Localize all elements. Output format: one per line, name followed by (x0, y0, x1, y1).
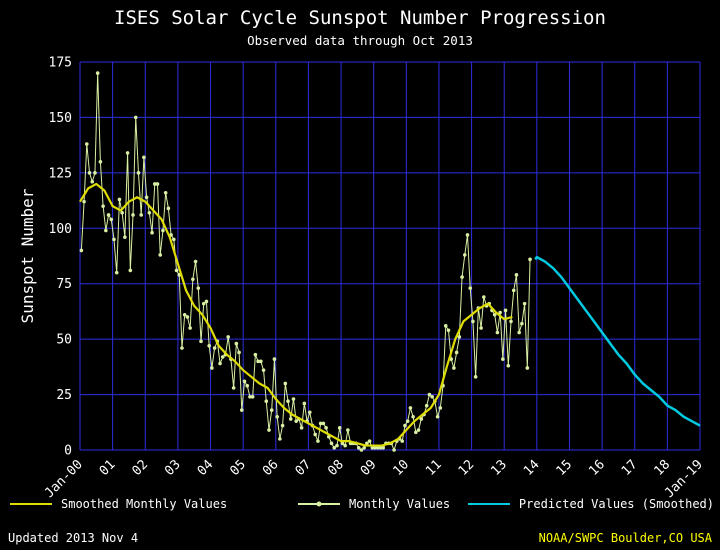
x-tick-label: 13 (488, 457, 510, 479)
x-tick-label: 10 (390, 457, 412, 479)
legend-label-smoothed: Smoothed Monthly Values (61, 497, 228, 511)
gridlines (79, 61, 701, 451)
x-tick-label: 09 (358, 457, 380, 479)
x-tick-label: 02 (129, 457, 151, 479)
y-tick-label: 50 (56, 333, 72, 348)
x-tick-label: 05 (227, 457, 249, 479)
legend-item-monthly: Monthly Values (298, 497, 450, 511)
x-tick-label: 14 (521, 457, 543, 479)
legend-item-predicted: Predicted Values (Smoothed) (467, 497, 714, 511)
y-tick-label: 100 (49, 222, 72, 237)
y-tick-label: 75 (56, 277, 72, 292)
y-tick-label: 0 (64, 444, 72, 459)
x-tick-label: 07 (293, 457, 315, 479)
x-tick-label: Jan-00 (42, 457, 86, 501)
x-tick-label: 06 (260, 457, 282, 479)
predicted-series-line (534, 255, 701, 427)
x-tick-label: 16 (586, 457, 608, 479)
legend-item-smoothed: Smoothed Monthly Values (10, 497, 227, 511)
x-tick-label: 08 (325, 457, 347, 479)
chart-subtitle: Observed data through Oct 2013 (247, 33, 473, 48)
x-tick-label: 11 (423, 457, 445, 479)
monthly-dot-icon (316, 501, 322, 507)
source-credit: NOAA/SWPC Boulder,CO USA (538, 531, 712, 545)
y-tick-label: 125 (49, 166, 72, 181)
smoothed-series-line (79, 182, 513, 447)
y-tick-label: 25 (56, 388, 72, 403)
monthly-line-swatch (298, 501, 340, 507)
smoothed-line-swatch (10, 503, 52, 505)
y-tick-label: 150 (49, 111, 72, 126)
updated-timestamp: Updated 2013 Nov 4 (8, 531, 139, 545)
legend-label-monthly: Monthly Values (349, 497, 451, 511)
monthly-series-line (80, 73, 531, 452)
monthly-series-points (79, 71, 532, 452)
x-tick-label: 17 (619, 457, 641, 479)
chart-title: ISES Solar Cycle Sunspot Number Progress… (114, 7, 606, 29)
predicted-line-swatch (467, 503, 510, 505)
x-tick-label: 15 (554, 457, 576, 479)
x-tick-label: 03 (162, 457, 184, 479)
x-tick-label: 01 (97, 457, 119, 479)
x-tick-label: 18 (652, 457, 674, 479)
x-tick-label: 12 (456, 457, 478, 479)
x-tick-label: 04 (195, 457, 217, 479)
y-tick-label: 175 (49, 56, 72, 71)
legend-label-predicted: Predicted Values (Smoothed) (518, 497, 714, 511)
